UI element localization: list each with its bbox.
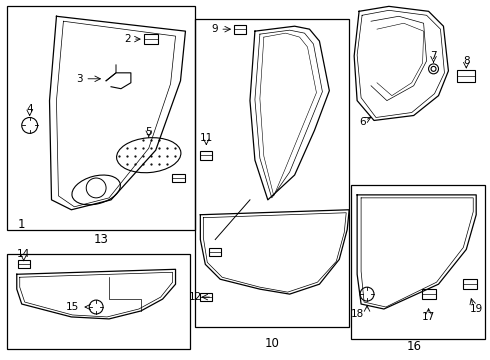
- Text: 19: 19: [469, 304, 483, 314]
- Bar: [7, 6, 196, 230]
- Bar: [464, 279, 477, 289]
- Bar: [457, 70, 475, 82]
- Bar: [234, 25, 246, 33]
- Text: 3: 3: [76, 74, 83, 84]
- Bar: [200, 293, 212, 301]
- Text: 2: 2: [124, 34, 131, 44]
- Text: 18: 18: [350, 309, 364, 319]
- Text: 11: 11: [200, 133, 213, 143]
- Bar: [196, 19, 349, 327]
- Bar: [351, 185, 485, 339]
- Text: 16: 16: [406, 340, 421, 353]
- Bar: [7, 255, 191, 349]
- Bar: [209, 248, 221, 256]
- Text: 13: 13: [94, 233, 109, 246]
- Text: 12: 12: [189, 292, 202, 302]
- Text: 4: 4: [26, 104, 33, 113]
- Bar: [18, 260, 30, 268]
- Bar: [421, 289, 436, 299]
- Text: 17: 17: [422, 312, 435, 322]
- Text: 9: 9: [212, 24, 218, 34]
- Text: 1: 1: [18, 218, 25, 231]
- Text: 5: 5: [146, 127, 152, 138]
- Text: 10: 10: [264, 337, 279, 350]
- Bar: [144, 34, 158, 44]
- Text: 15: 15: [66, 302, 79, 312]
- Text: 8: 8: [463, 56, 469, 66]
- Text: 6: 6: [359, 117, 366, 127]
- Bar: [172, 174, 185, 183]
- Text: 14: 14: [17, 249, 30, 260]
- Text: 7: 7: [430, 51, 437, 61]
- Bar: [200, 151, 212, 159]
